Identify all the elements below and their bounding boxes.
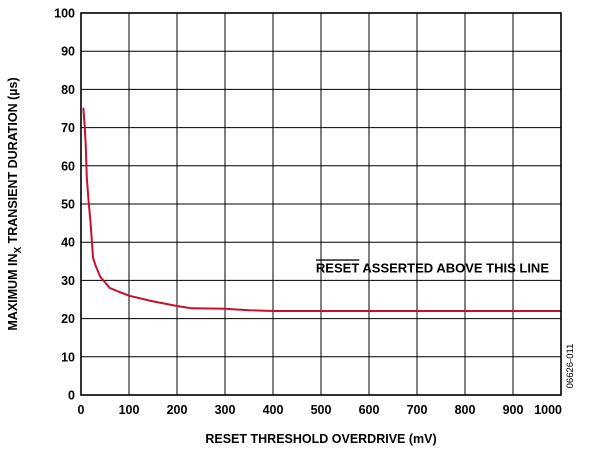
- y-tick-labels: 0 10 20 30 40 50 60 70 80 90 100: [54, 7, 75, 403]
- threshold-annotation: RESET ASSERTED ABOVE THIS LINE: [316, 260, 549, 275]
- x-tick-label: 400: [263, 403, 284, 417]
- y-tick-label: 20: [61, 312, 75, 326]
- x-tick-label: 0: [78, 403, 85, 417]
- x-tick-label: 500: [311, 403, 332, 417]
- x-tick-label: 300: [215, 403, 236, 417]
- x-axis-label: RESET THRESHOLD OVERDRIVE (mV): [205, 432, 436, 446]
- y-axis-label-rest: TRANSIENT DURATION (µs): [6, 77, 20, 246]
- grid: [81, 13, 561, 395]
- y-tick-label: 30: [61, 274, 75, 288]
- y-axis-label-main: MAXIMUM IN: [6, 254, 20, 331]
- series-line: [82, 107, 562, 312]
- x-tick-label: 1000: [534, 403, 562, 417]
- y-axis-label: MAXIMUM INX TRANSIENT DURATION (µs): [6, 77, 24, 330]
- x-tick-label: 200: [167, 403, 188, 417]
- y-tick-label: 70: [61, 121, 75, 135]
- x-tick-label: 800: [455, 403, 476, 417]
- x-tick-label: 600: [359, 403, 380, 417]
- annotation-rest-text: ASSERTED ABOVE THIS LINE: [359, 260, 549, 275]
- x-tick-label: 900: [503, 403, 524, 417]
- y-tick-label: 50: [61, 198, 75, 212]
- y-axis-label-subscript: X: [13, 247, 24, 254]
- y-tick-label: 60: [61, 159, 75, 173]
- reset-overlined-text: RESET: [316, 260, 359, 275]
- y-tick-label: 40: [61, 236, 75, 250]
- series-layer: [82, 107, 562, 312]
- y-tick-label: 0: [68, 389, 75, 403]
- x-tick-label: 100: [119, 403, 140, 417]
- y-tick-label: 80: [61, 83, 75, 97]
- x-tick-labels: 0 100 200 300 400 500 600 700 800 900 1000: [78, 403, 563, 417]
- x-tick-label: 700: [407, 403, 428, 417]
- y-tick-label: 10: [61, 350, 75, 364]
- figure-id: 06626-011: [565, 344, 576, 389]
- plot-frame: [80, 12, 562, 396]
- y-tick-label: 90: [61, 45, 75, 59]
- y-tick-label: 100: [54, 7, 75, 21]
